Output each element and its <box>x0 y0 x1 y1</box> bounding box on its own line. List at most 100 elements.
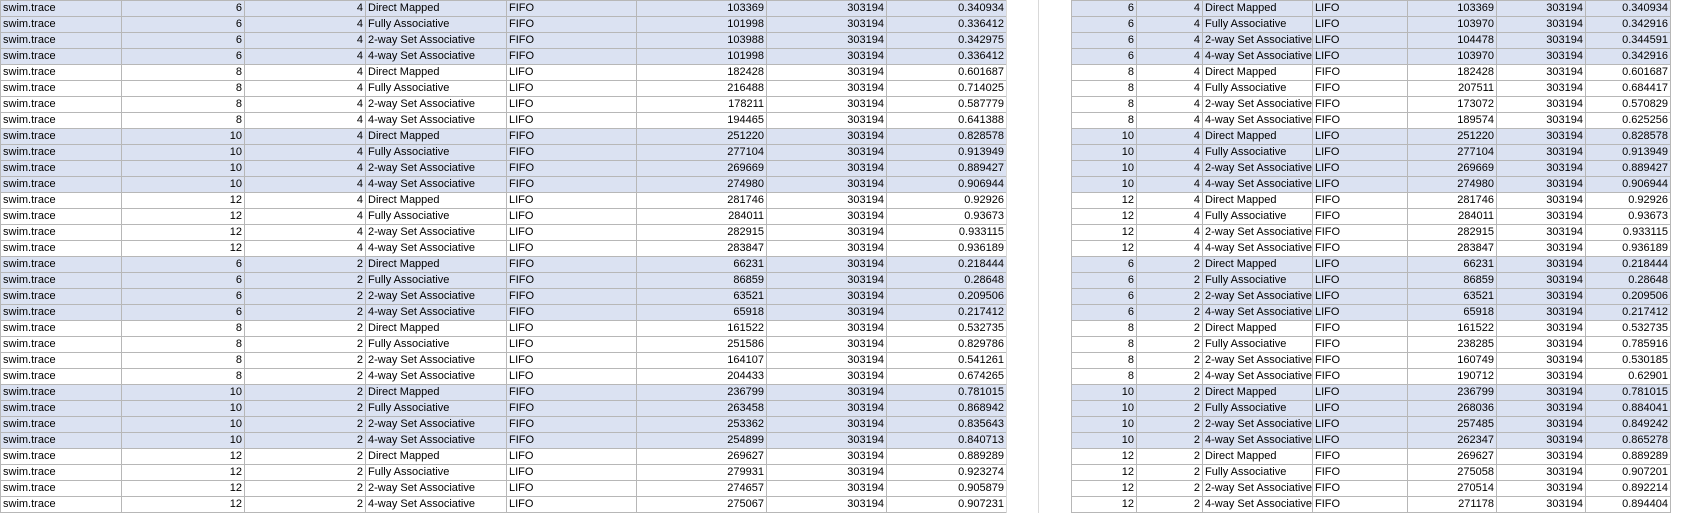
table-cell[interactable]: 0.684417 <box>1585 80 1671 97</box>
table-cell[interactable]: 303194 <box>1496 0 1586 17</box>
table-cell[interactable]: FIFO <box>506 16 637 33</box>
table-cell[interactable]: 253362 <box>636 416 767 433</box>
table-cell[interactable]: swim.trace <box>0 304 122 321</box>
table-cell[interactable]: 303194 <box>1496 16 1586 33</box>
table-cell[interactable]: 283847 <box>636 240 767 257</box>
table-cell[interactable]: 303194 <box>766 480 887 497</box>
table-cell[interactable]: 4 <box>244 144 366 161</box>
table-cell[interactable]: 8 <box>1071 336 1137 353</box>
table-cell[interactable]: 282915 <box>1407 224 1497 241</box>
table-cell[interactable]: Fully Associative <box>365 144 507 161</box>
table-cell[interactable]: FIFO <box>506 400 637 417</box>
table-cell[interactable]: Direct Mapped <box>365 256 507 273</box>
table-cell[interactable]: FIFO <box>506 384 637 401</box>
table-cell[interactable]: 6 <box>1071 256 1137 273</box>
table-cell[interactable]: 303194 <box>766 496 887 513</box>
table-cell[interactable]: Direct Mapped <box>1202 0 1313 17</box>
table-cell[interactable]: Direct Mapped <box>1202 128 1313 145</box>
table-cell[interactable]: 0.587779 <box>886 96 1007 113</box>
table-cell[interactable]: FIFO <box>1312 336 1408 353</box>
table-cell[interactable]: swim.trace <box>0 112 122 129</box>
table-cell[interactable]: 262347 <box>1407 432 1497 449</box>
table-cell[interactable]: 0.868942 <box>886 400 1007 417</box>
table-cell[interactable]: FIFO <box>506 128 637 145</box>
table-cell[interactable]: 86859 <box>1407 272 1497 289</box>
table-cell[interactable]: 103970 <box>1407 48 1497 65</box>
table-cell[interactable]: 303194 <box>766 128 887 145</box>
table-cell[interactable]: 8 <box>1071 112 1137 129</box>
table-cell[interactable]: 10 <box>1071 128 1137 145</box>
table-cell[interactable]: swim.trace <box>0 160 122 177</box>
table-cell[interactable]: 216488 <box>636 80 767 97</box>
table-cell[interactable]: 257485 <box>1407 416 1497 433</box>
table-cell[interactable]: 4 <box>1136 240 1203 257</box>
table-cell[interactable]: 303194 <box>1496 96 1586 113</box>
table-cell[interactable]: swim.trace <box>0 64 122 81</box>
table-cell[interactable]: 303194 <box>1496 464 1586 481</box>
table-cell[interactable]: 251220 <box>1407 128 1497 145</box>
table-cell[interactable]: 4-way Set Associative <box>365 432 507 449</box>
table-cell[interactable]: 0.936189 <box>886 240 1007 257</box>
table-cell[interactable]: 12 <box>1071 240 1137 257</box>
table-cell[interactable]: 12 <box>121 224 245 241</box>
table-cell[interactable]: 0.601687 <box>1585 64 1671 81</box>
table-cell[interactable]: 104478 <box>1407 32 1497 49</box>
table-cell[interactable]: 0.907231 <box>886 496 1007 513</box>
table-cell[interactable]: LIFO <box>506 320 637 337</box>
table-cell[interactable]: 4-way Set Associative <box>1202 304 1313 321</box>
table-cell[interactable]: 284011 <box>1407 208 1497 225</box>
table-cell[interactable]: Fully Associative <box>365 464 507 481</box>
table-cell[interactable]: LIFO <box>506 80 637 97</box>
table-cell[interactable]: swim.trace <box>0 48 122 65</box>
table-cell[interactable]: 0.336412 <box>886 16 1007 33</box>
table-cell[interactable]: 274657 <box>636 480 767 497</box>
table-cell[interactable]: FIFO <box>506 416 637 433</box>
table-cell[interactable]: 103970 <box>1407 16 1497 33</box>
table-cell[interactable]: LIFO <box>506 480 637 497</box>
table-cell[interactable]: 101998 <box>636 16 767 33</box>
table-cell[interactable]: 2-way Set Associative <box>1202 288 1313 305</box>
table-cell[interactable]: Fully Associative <box>1202 336 1313 353</box>
table-cell[interactable]: 303194 <box>766 0 887 17</box>
table-cell[interactable]: 2 <box>244 352 366 369</box>
table-cell[interactable]: swim.trace <box>0 368 122 385</box>
table-cell[interactable]: Fully Associative <box>1202 80 1313 97</box>
table-cell[interactable]: FIFO <box>506 160 637 177</box>
table-cell[interactable]: 271178 <box>1407 496 1497 513</box>
table-cell[interactable]: 10 <box>1071 144 1137 161</box>
table-cell[interactable]: swim.trace <box>0 256 122 273</box>
table-cell[interactable]: 303194 <box>1496 160 1586 177</box>
table-cell[interactable]: 194465 <box>636 112 767 129</box>
table-cell[interactable]: Direct Mapped <box>1202 64 1313 81</box>
table-cell[interactable]: FIFO <box>506 432 637 449</box>
table-cell[interactable]: 4 <box>244 224 366 241</box>
table-cell[interactable]: 0.884041 <box>1585 400 1671 417</box>
table-cell[interactable]: FIFO <box>1312 224 1408 241</box>
table-cell[interactable]: 4-way Set Associative <box>1202 176 1313 193</box>
table-cell[interactable]: 238285 <box>1407 336 1497 353</box>
table-cell[interactable]: 2 <box>244 272 366 289</box>
table-cell[interactable]: FIFO <box>506 304 637 321</box>
table-cell[interactable]: 10 <box>121 432 245 449</box>
table-cell[interactable]: 4 <box>244 96 366 113</box>
table-cell[interactable]: 303194 <box>766 224 887 241</box>
table-cell[interactable]: 282915 <box>636 224 767 241</box>
table-cell[interactable]: Fully Associative <box>1202 272 1313 289</box>
table-cell[interactable]: 2-way Set Associative <box>365 32 507 49</box>
table-cell[interactable]: 4 <box>244 240 366 257</box>
table-cell[interactable]: 66231 <box>636 256 767 273</box>
table-cell[interactable]: Fully Associative <box>365 400 507 417</box>
table-cell[interactable]: 303194 <box>766 144 887 161</box>
table-cell[interactable]: 0.906944 <box>886 176 1007 193</box>
table-cell[interactable]: 4 <box>1136 64 1203 81</box>
table-cell[interactable]: 274980 <box>1407 176 1497 193</box>
table-cell[interactable]: 275067 <box>636 496 767 513</box>
table-cell[interactable]: 2-way Set Associative <box>365 416 507 433</box>
table-cell[interactable]: LIFO <box>506 208 637 225</box>
table-cell[interactable]: 8 <box>1071 320 1137 337</box>
table-cell[interactable]: FIFO <box>1312 240 1408 257</box>
table-cell[interactable]: 303194 <box>766 304 887 321</box>
table-cell[interactable]: 303194 <box>766 272 887 289</box>
table-cell[interactable]: 2 <box>244 464 366 481</box>
table-cell[interactable]: 8 <box>1071 368 1137 385</box>
